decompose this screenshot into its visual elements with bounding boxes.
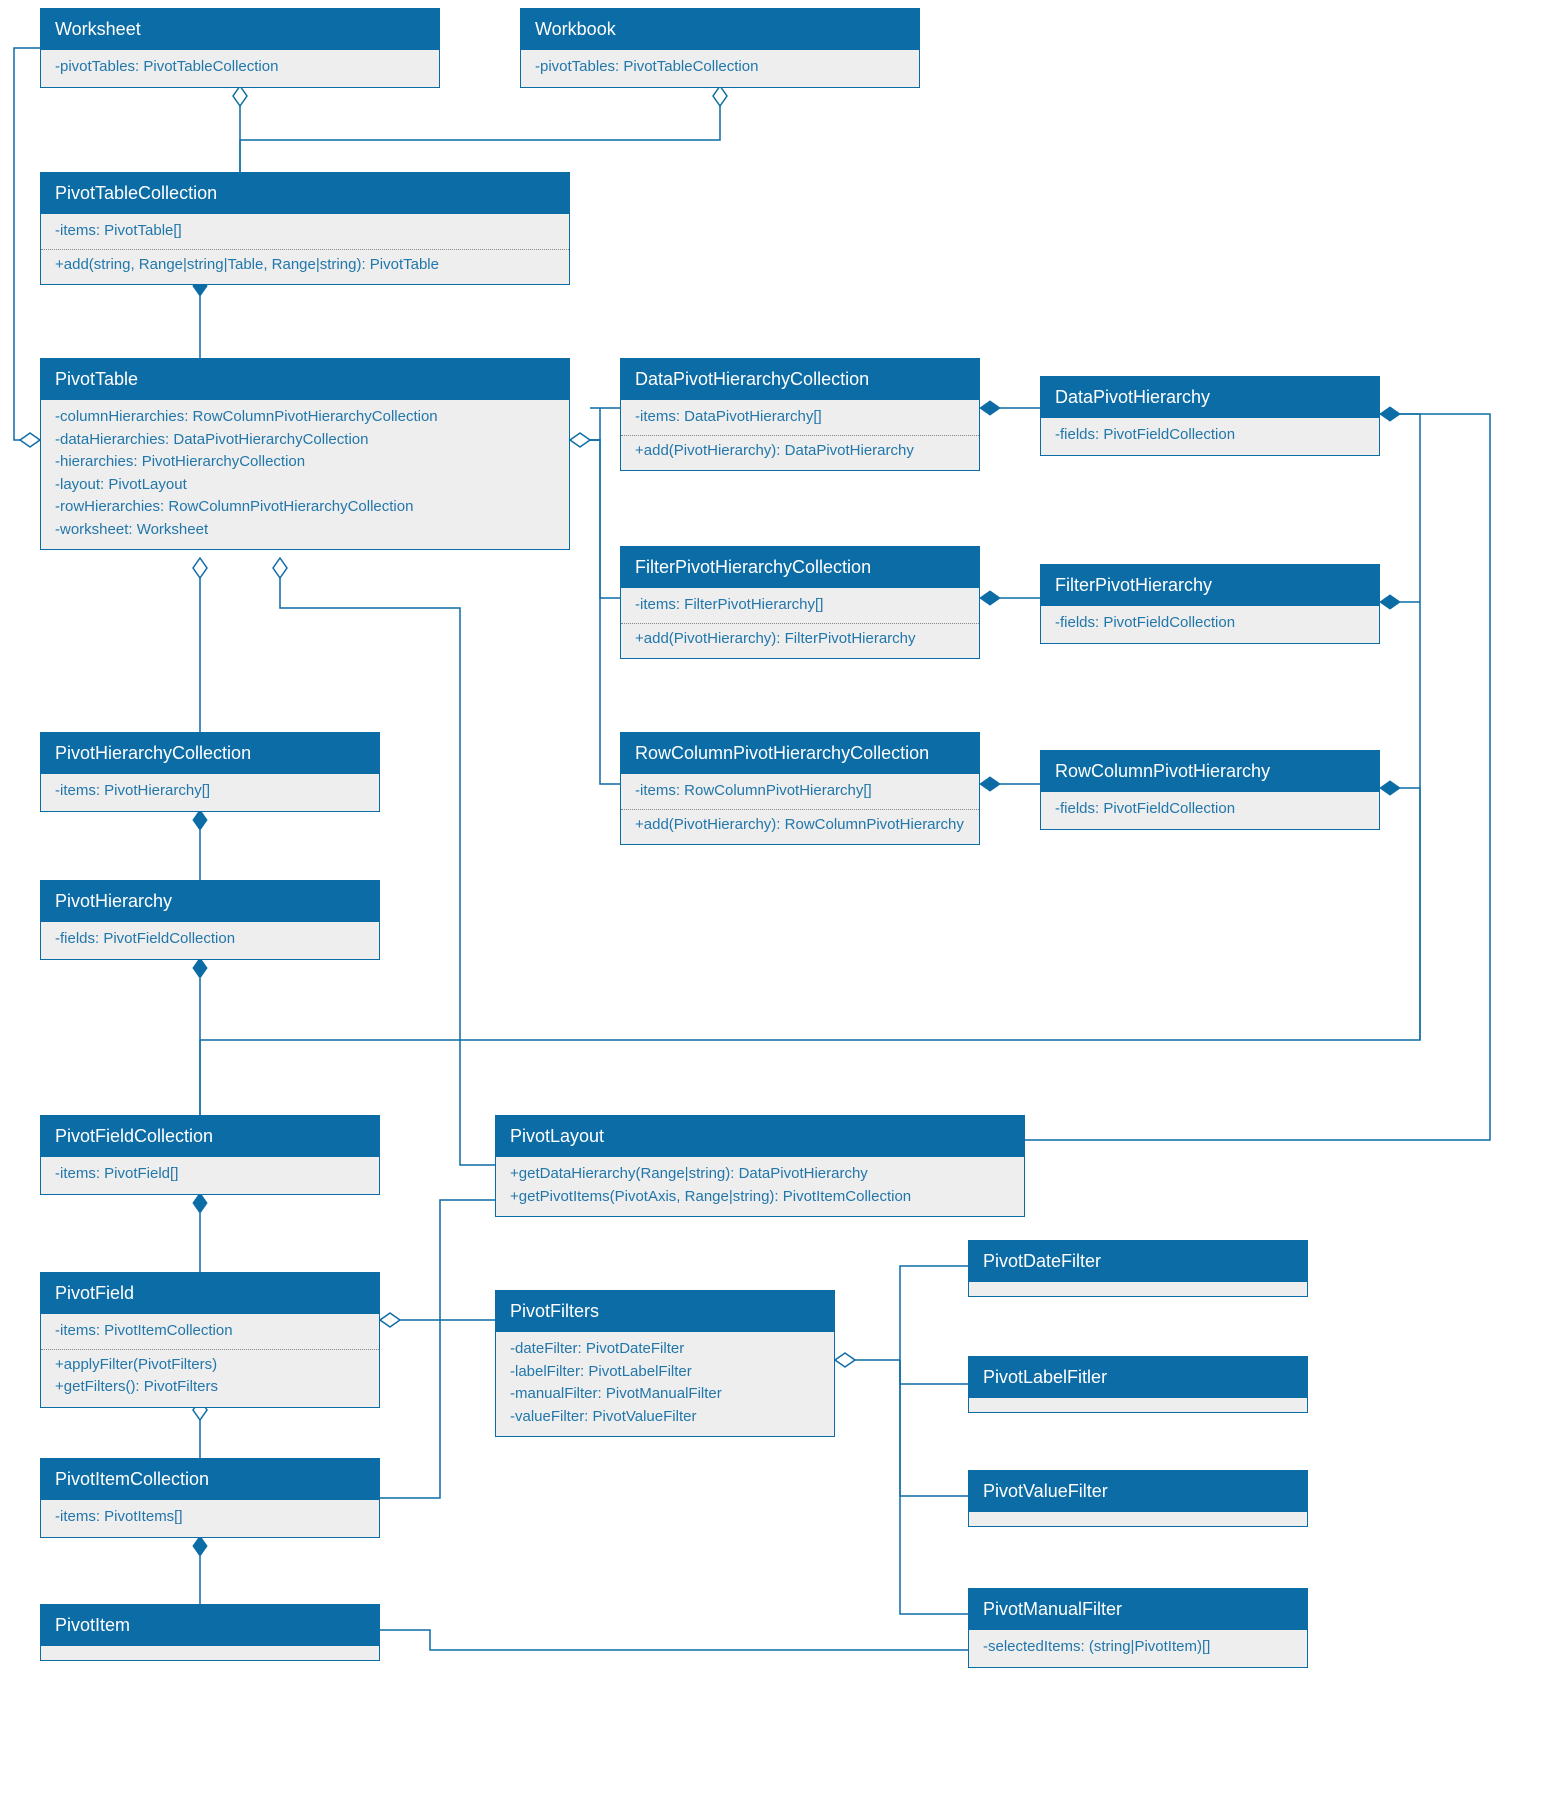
- class-title: RowColumnPivotHierarchy: [1041, 751, 1379, 792]
- class-pivot-item: PivotItem: [40, 1604, 380, 1661]
- member: -items: DataPivotHierarchy[]: [635, 406, 965, 429]
- class-filter-pivot-hierarchy: FilterPivotHierarchy -fields: PivotField…: [1040, 564, 1380, 644]
- method: +add(PivotHierarchy): RowColumnPivotHier…: [635, 814, 965, 837]
- class-pivot-value-filter: PivotValueFilter: [968, 1470, 1308, 1527]
- member: -fields: PivotFieldCollection: [1055, 612, 1365, 635]
- class-title: PivotManualFilter: [969, 1589, 1307, 1630]
- class-data-pivot-hierarchy: DataPivotHierarchy -fields: PivotFieldCo…: [1040, 376, 1380, 456]
- class-pivot-manual-filter: PivotManualFilter -selectedItems: (strin…: [968, 1588, 1308, 1668]
- class-pivot-field: PivotField -items: PivotItemCollection +…: [40, 1272, 380, 1408]
- class-data-pivot-hierarchy-collection: DataPivotHierarchyCollection -items: Dat…: [620, 358, 980, 471]
- member: -pivotTables: PivotTableCollection: [535, 56, 905, 79]
- member: -layout: PivotLayout: [55, 474, 555, 497]
- class-worksheet: Worksheet -pivotTables: PivotTableCollec…: [40, 8, 440, 88]
- method: +getPivotItems(PivotAxis, Range|string):…: [510, 1186, 1010, 1209]
- class-title: PivotItem: [41, 1605, 379, 1646]
- class-title: PivotFilters: [496, 1291, 834, 1332]
- class-title: PivotHierarchyCollection: [41, 733, 379, 774]
- member: -items: RowColumnPivotHierarchy[]: [635, 780, 965, 803]
- member: -worksheet: Worksheet: [55, 519, 555, 542]
- class-title: RowColumnPivotHierarchyCollection: [621, 733, 979, 774]
- member: -dataHierarchies: DataPivotHierarchyColl…: [55, 429, 555, 452]
- method: +getDataHierarchy(Range|string): DataPiv…: [510, 1163, 1010, 1186]
- member: -selectedItems: (string|PivotItem)[]: [983, 1636, 1293, 1659]
- member: -labelFilter: PivotLabelFilter: [510, 1361, 820, 1384]
- member: -valueFilter: PivotValueFilter: [510, 1406, 820, 1429]
- member: -items: PivotTable[]: [55, 220, 555, 243]
- class-pivot-table-collection: PivotTableCollection -items: PivotTable[…: [40, 172, 570, 285]
- class-workbook: Workbook -pivotTables: PivotTableCollect…: [520, 8, 920, 88]
- class-pivot-filters: PivotFilters -dateFilter: PivotDateFilte…: [495, 1290, 835, 1437]
- member: -items: PivotItemCollection: [55, 1320, 365, 1343]
- class-row-column-pivot-hierarchy: RowColumnPivotHierarchy -fields: PivotFi…: [1040, 750, 1380, 830]
- member: -items: FilterPivotHierarchy[]: [635, 594, 965, 617]
- method: +add(string, Range|string|Table, Range|s…: [55, 254, 555, 277]
- class-title: PivotFieldCollection: [41, 1116, 379, 1157]
- class-title: Worksheet: [41, 9, 439, 50]
- member: -hierarchies: PivotHierarchyCollection: [55, 451, 555, 474]
- class-filter-pivot-hierarchy-collection: FilterPivotHierarchyCollection -items: F…: [620, 546, 980, 659]
- method: +getFilters(): PivotFilters: [55, 1376, 365, 1399]
- class-title: PivotTable: [41, 359, 569, 400]
- member: -items: PivotField[]: [55, 1163, 365, 1186]
- class-pivot-field-collection: PivotFieldCollection -items: PivotField[…: [40, 1115, 380, 1195]
- method: +add(PivotHierarchy): DataPivotHierarchy: [635, 440, 965, 463]
- member: -rowHierarchies: RowColumnPivotHierarchy…: [55, 496, 555, 519]
- class-title: PivotLabelFitler: [969, 1357, 1307, 1398]
- class-title: Workbook: [521, 9, 919, 50]
- member: -pivotTables: PivotTableCollection: [55, 56, 425, 79]
- class-title: PivotField: [41, 1273, 379, 1314]
- class-title: PivotValueFilter: [969, 1471, 1307, 1512]
- class-title: PivotHierarchy: [41, 881, 379, 922]
- class-pivot-layout: PivotLayout +getDataHierarchy(Range|stri…: [495, 1115, 1025, 1217]
- class-title: PivotLayout: [496, 1116, 1024, 1157]
- class-title: PivotTableCollection: [41, 173, 569, 214]
- class-title: FilterPivotHierarchy: [1041, 565, 1379, 606]
- class-pivot-hierarchy-collection: PivotHierarchyCollection -items: PivotHi…: [40, 732, 380, 812]
- class-title: PivotDateFilter: [969, 1241, 1307, 1282]
- member: -dateFilter: PivotDateFilter: [510, 1338, 820, 1361]
- class-pivot-table: PivotTable -columnHierarchies: RowColumn…: [40, 358, 570, 550]
- class-pivot-label-fitler: PivotLabelFitler: [968, 1356, 1308, 1413]
- class-pivot-hierarchy: PivotHierarchy -fields: PivotFieldCollec…: [40, 880, 380, 960]
- member: -fields: PivotFieldCollection: [1055, 798, 1365, 821]
- class-pivot-date-filter: PivotDateFilter: [968, 1240, 1308, 1297]
- method: +applyFilter(PivotFilters): [55, 1354, 365, 1377]
- class-title: DataPivotHierarchy: [1041, 377, 1379, 418]
- class-title: DataPivotHierarchyCollection: [621, 359, 979, 400]
- member: -manualFilter: PivotManualFilter: [510, 1383, 820, 1406]
- class-pivot-item-collection: PivotItemCollection -items: PivotItems[]: [40, 1458, 380, 1538]
- member: -items: PivotItems[]: [55, 1506, 365, 1529]
- member: -fields: PivotFieldCollection: [1055, 424, 1365, 447]
- member: -items: PivotHierarchy[]: [55, 780, 365, 803]
- member: -columnHierarchies: RowColumnPivotHierar…: [55, 406, 555, 429]
- class-title: FilterPivotHierarchyCollection: [621, 547, 979, 588]
- class-row-column-pivot-hierarchy-collection: RowColumnPivotHierarchyCollection -items…: [620, 732, 980, 845]
- method: +add(PivotHierarchy): FilterPivotHierarc…: [635, 628, 965, 651]
- class-title: PivotItemCollection: [41, 1459, 379, 1500]
- member: -fields: PivotFieldCollection: [55, 928, 365, 951]
